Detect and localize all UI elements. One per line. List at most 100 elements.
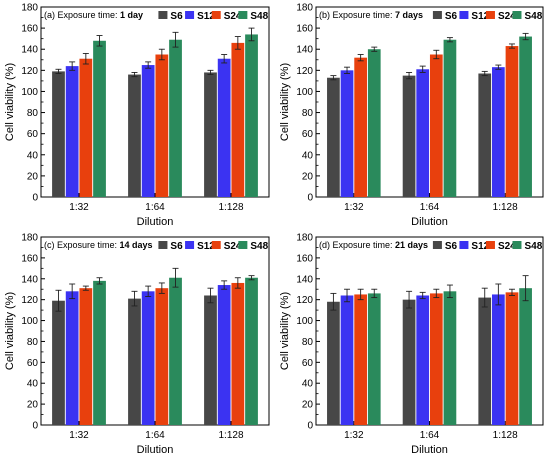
x-tick-label: 1:32 — [69, 430, 89, 441]
bar-s48 — [367, 293, 381, 425]
y-tick-label: 60 — [27, 129, 39, 140]
bar-s48 — [443, 39, 457, 197]
bar-s24 — [155, 288, 169, 425]
bar-s48 — [169, 39, 182, 197]
x-tick-label: 1:64 — [420, 202, 440, 213]
legend-swatch-s24 — [211, 11, 221, 19]
legend-swatch-s48 — [238, 241, 248, 249]
legend-label-s6: S6 — [170, 11, 183, 22]
panel-title-prefix: (a) Exposure time: — [44, 10, 120, 20]
y-tick-label: 100 — [21, 87, 38, 98]
legend-label-s24: S24 — [498, 11, 516, 22]
bar-s12 — [65, 66, 79, 197]
bar-s24 — [505, 46, 519, 197]
panel-title-duration: 14 days — [120, 240, 153, 250]
legend-swatch-s48 — [238, 11, 248, 19]
bar-s24 — [79, 288, 93, 425]
y-tick-label: 160 — [296, 253, 313, 264]
chart-panel-c: 0 20 40 60 80 100 120 140 160 180 Cell viability (… — [4, 233, 270, 455]
y-tick-label: 100 — [296, 316, 313, 327]
bar-s24 — [231, 42, 245, 198]
x-axis-label: Dilution — [411, 444, 448, 455]
x-tick-label: 1:128 — [493, 430, 518, 441]
legend-swatch-s48 — [512, 11, 522, 19]
y-tick-label: 160 — [21, 24, 38, 35]
y-tick-label: 80 — [302, 108, 314, 119]
chart-panel-a: 0 20 40 60 80 100 120 140 160 180 Cell viability (… — [4, 3, 270, 228]
y-axis-label: Cell viability (%) — [279, 63, 291, 141]
legend-label-s48: S48 — [524, 241, 542, 252]
bar-s6 — [478, 297, 492, 425]
bar-s6 — [402, 75, 416, 197]
legend-swatch-s48 — [512, 241, 522, 249]
y-tick-label: 160 — [296, 24, 313, 35]
y-tick-label: 40 — [302, 150, 314, 161]
legend-swatch-s12 — [459, 241, 469, 249]
y-tick-label: 100 — [296, 87, 313, 98]
panel-title-prefix: (c) Exposure time: — [44, 240, 120, 250]
legend-swatch-s12 — [185, 11, 195, 19]
y-tick-label: 0 — [32, 193, 38, 204]
x-axis-label: Dilution — [137, 216, 174, 228]
bar-s12 — [492, 67, 505, 198]
bar-s12 — [416, 69, 430, 197]
bar-s24 — [505, 292, 519, 425]
bar-s6 — [52, 71, 65, 197]
bar-s12 — [141, 291, 155, 425]
legend-swatch-s24 — [485, 241, 495, 249]
bar-s12 — [65, 291, 79, 425]
panel-title: (b) Exposure time: 7 days — [319, 10, 423, 20]
legend-swatch-s6 — [158, 11, 168, 19]
y-tick-label: 140 — [296, 45, 313, 56]
y-tick-label: 140 — [296, 274, 313, 285]
y-tick-label: 140 — [21, 45, 38, 56]
bar-s48 — [169, 277, 182, 425]
x-tick-label: 1:32 — [344, 430, 364, 441]
bar-s6 — [478, 73, 492, 197]
legend: S6 S12 S24 S48 — [432, 11, 543, 22]
bar-s48 — [443, 291, 457, 425]
y-tick-label: 140 — [21, 274, 38, 285]
y-tick-label: 120 — [21, 66, 38, 77]
y-tick-label: 80 — [302, 337, 314, 348]
legend-label-s12: S12 — [197, 241, 215, 252]
y-tick-label: 120 — [21, 295, 38, 306]
y-tick-label: 0 — [32, 421, 38, 432]
legend-swatch-s24 — [485, 11, 495, 19]
y-tick-label: 180 — [21, 3, 38, 14]
y-tick-label: 180 — [296, 3, 313, 14]
y-axis-label: Cell viability (%) — [4, 292, 16, 370]
legend-label-s12: S12 — [471, 11, 489, 22]
bar-s6 — [204, 295, 217, 425]
bar-s12 — [416, 295, 430, 425]
y-tick-label: 80 — [27, 337, 39, 348]
bar-s24 — [429, 54, 443, 197]
legend-label-s24: S24 — [224, 241, 242, 252]
legend: S6 S12 S24 S48 — [158, 241, 269, 252]
panel-title-prefix: (d) Exposure time: — [319, 240, 395, 250]
y-tick-label: 0 — [307, 193, 313, 204]
bar-s12 — [340, 295, 354, 425]
y-tick-label: 60 — [302, 129, 314, 140]
x-axis-label: Dilution — [137, 444, 174, 455]
panel-title-duration: 1 day — [120, 10, 143, 20]
y-axis-label: Cell viability (%) — [4, 63, 16, 141]
y-tick-label: 100 — [21, 316, 38, 327]
legend-label-s6: S6 — [445, 241, 458, 252]
y-tick-label: 60 — [302, 358, 314, 369]
bar-s12 — [492, 294, 505, 425]
panel-title: (d) Exposure time: 21 days — [319, 240, 428, 250]
panel-title: (a) Exposure time: 1 day — [44, 10, 143, 20]
legend-label-s48: S48 — [250, 241, 268, 252]
legend-label-s6: S6 — [170, 241, 183, 252]
bar-s48 — [93, 40, 106, 198]
y-tick-label: 40 — [27, 150, 39, 161]
legend-label-s48: S48 — [250, 11, 268, 22]
y-tick-label: 160 — [21, 253, 38, 264]
bar-s12 — [217, 285, 231, 425]
bar-s24 — [354, 57, 367, 197]
y-tick-label: 80 — [27, 108, 39, 119]
bar-s24 — [354, 294, 367, 425]
x-tick-label: 1:128 — [218, 430, 243, 441]
